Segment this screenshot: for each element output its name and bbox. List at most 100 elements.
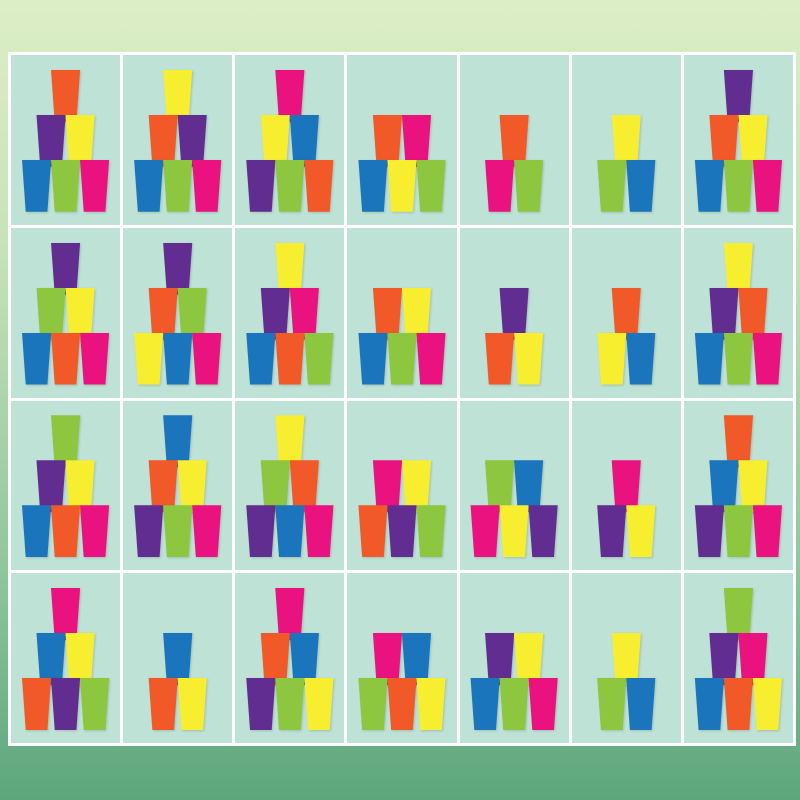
cup-shape bbox=[752, 159, 782, 212]
cup-shape bbox=[597, 159, 627, 212]
cup-row bbox=[499, 114, 529, 167]
cup-row bbox=[134, 159, 222, 212]
purple-cup bbox=[708, 287, 739, 340]
cup-shape bbox=[163, 69, 193, 122]
cup-shape bbox=[358, 678, 388, 730]
blue-cup bbox=[36, 633, 67, 685]
yellow-cup bbox=[65, 114, 96, 167]
cup-stack-card-r2c1 bbox=[11, 227, 121, 398]
cup-shape bbox=[289, 287, 319, 340]
cup-shape bbox=[289, 114, 319, 167]
cup-shape bbox=[528, 505, 558, 558]
cup-row bbox=[148, 114, 207, 167]
green-cup bbox=[177, 287, 208, 340]
yellow-cup bbox=[303, 678, 334, 730]
yellow-cup bbox=[752, 678, 783, 730]
orange-cup bbox=[484, 332, 515, 385]
cup-row bbox=[134, 505, 222, 558]
cup-shape bbox=[177, 460, 207, 513]
cup-shape bbox=[387, 678, 417, 730]
magenta-cup bbox=[752, 332, 783, 385]
blue-cup bbox=[21, 159, 52, 212]
cup-row bbox=[611, 460, 642, 513]
cup-stack-card-r1c7 bbox=[683, 55, 793, 225]
cup-shape bbox=[275, 159, 305, 212]
cup-pyramid bbox=[694, 69, 782, 212]
cup-row bbox=[358, 332, 446, 385]
yellow-cup bbox=[65, 460, 96, 513]
yellow-cup bbox=[723, 242, 754, 295]
cup-row bbox=[163, 69, 193, 122]
green-cup bbox=[386, 332, 417, 385]
cup-stack-card-r4c6 bbox=[571, 573, 681, 743]
cup-shape bbox=[79, 159, 110, 212]
cup-shape bbox=[134, 505, 164, 558]
magenta-cup bbox=[611, 460, 642, 513]
cup-shape bbox=[485, 332, 515, 385]
cup-pyramid bbox=[596, 460, 656, 558]
cup-pyramid bbox=[596, 114, 656, 212]
purple-cup bbox=[260, 287, 291, 340]
yellow-cup bbox=[625, 505, 656, 558]
cup-shape bbox=[709, 460, 739, 513]
cup-shape bbox=[65, 460, 95, 513]
cup-shape bbox=[148, 460, 178, 513]
blue-cup bbox=[694, 159, 725, 212]
cup-row bbox=[134, 332, 222, 385]
cup-shape bbox=[485, 159, 515, 212]
cup-pyramid bbox=[358, 633, 446, 730]
cup-shape bbox=[177, 287, 207, 340]
cup-shape bbox=[50, 678, 81, 730]
yellow-cup bbox=[499, 505, 530, 558]
cup-row bbox=[163, 242, 193, 295]
cup-pyramid bbox=[21, 69, 110, 212]
orange-cup bbox=[357, 505, 388, 558]
cup-stack-card-r1c6 bbox=[571, 55, 681, 225]
cup-shape bbox=[148, 678, 178, 730]
cup-shape bbox=[723, 242, 753, 295]
cup-row bbox=[148, 678, 207, 730]
purple-cup bbox=[596, 505, 627, 558]
cup-shape bbox=[358, 505, 388, 558]
cup-row bbox=[50, 69, 81, 122]
orange-cup bbox=[148, 287, 179, 340]
cup-shape bbox=[752, 505, 782, 558]
cup-row bbox=[694, 159, 782, 212]
purple-cup bbox=[723, 69, 754, 122]
cup-pyramid bbox=[357, 460, 446, 558]
cup-stack-card-r1c2 bbox=[123, 55, 233, 225]
cup-shape bbox=[626, 159, 656, 212]
cup-row bbox=[372, 460, 432, 513]
cup-shape bbox=[21, 332, 52, 385]
cup-stack-card-r3c2 bbox=[123, 400, 233, 571]
orange-cup bbox=[723, 678, 754, 730]
blue-cup bbox=[625, 159, 656, 212]
cup-shape bbox=[387, 332, 417, 385]
cup-stack-card-r4c2 bbox=[123, 573, 233, 743]
blue-cup bbox=[289, 114, 320, 167]
cup-stack-card-r4c3 bbox=[235, 573, 345, 743]
yellow-cup bbox=[260, 114, 291, 167]
cup-pyramid bbox=[246, 415, 334, 558]
cup-shape bbox=[177, 678, 207, 730]
cup-shape bbox=[50, 505, 81, 558]
cup-stack-card-r4c1 bbox=[11, 573, 121, 743]
purple-cup bbox=[499, 287, 530, 340]
cup-shape bbox=[36, 460, 66, 513]
cup-row bbox=[484, 460, 544, 513]
green-cup bbox=[484, 460, 515, 513]
cup-stack-card-r3c4 bbox=[347, 400, 457, 571]
green-cup bbox=[596, 159, 627, 212]
cup-shape bbox=[387, 159, 417, 212]
magenta-cup bbox=[274, 69, 305, 122]
cup-shape bbox=[514, 633, 544, 685]
yellow-cup bbox=[177, 460, 208, 513]
cup-shape bbox=[36, 287, 66, 340]
cup-shape bbox=[304, 505, 334, 558]
green-cup bbox=[723, 159, 754, 212]
blue-cup bbox=[162, 633, 193, 685]
blue-cup bbox=[625, 332, 656, 385]
blue-cup bbox=[21, 332, 52, 385]
cup-row bbox=[163, 415, 193, 468]
cup-shape bbox=[246, 505, 276, 558]
